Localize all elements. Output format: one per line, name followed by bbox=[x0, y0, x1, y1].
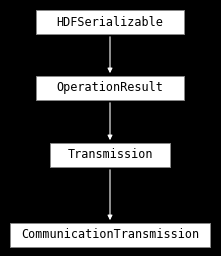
FancyBboxPatch shape bbox=[36, 10, 184, 34]
FancyBboxPatch shape bbox=[10, 223, 210, 247]
Text: CommunicationTransmission: CommunicationTransmission bbox=[21, 229, 199, 241]
Text: Transmission: Transmission bbox=[67, 148, 153, 162]
Text: HDFSerializable: HDFSerializable bbox=[57, 16, 164, 28]
Text: OperationResult: OperationResult bbox=[57, 81, 164, 94]
FancyBboxPatch shape bbox=[50, 143, 170, 167]
FancyBboxPatch shape bbox=[36, 76, 184, 100]
